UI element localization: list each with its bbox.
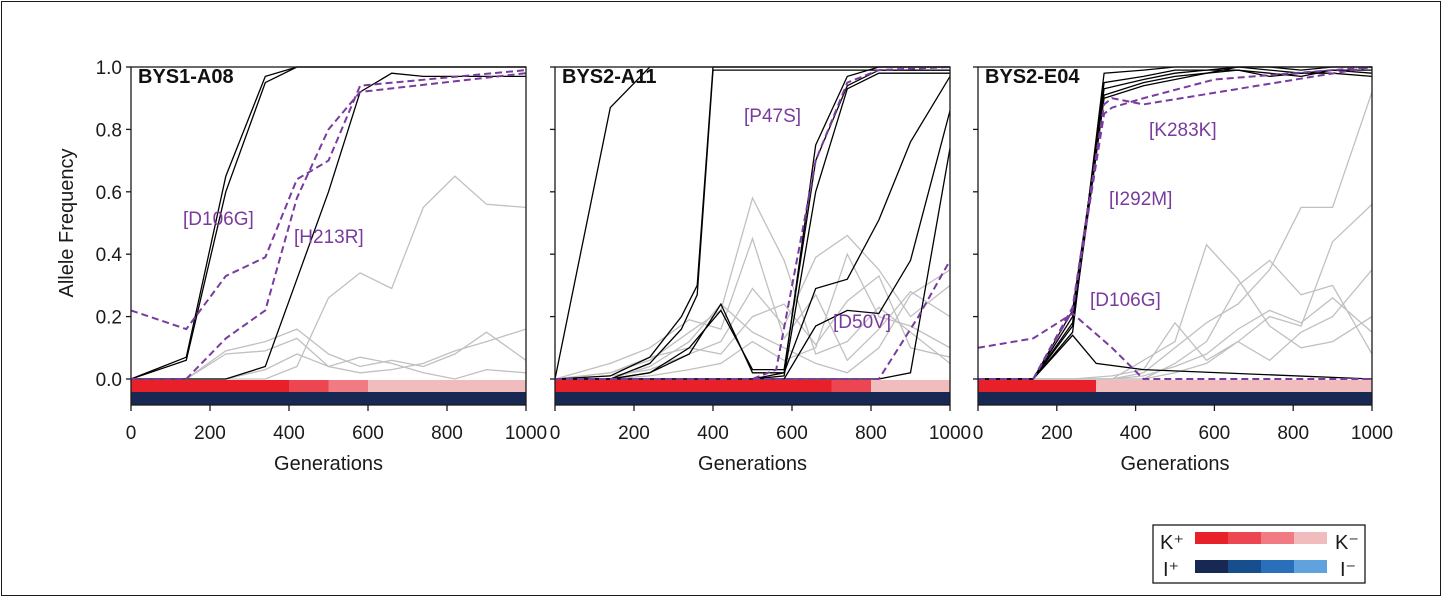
- fixed-trajectory: [978, 66, 1372, 380]
- x-tick-label: 0: [550, 423, 561, 444]
- highlighted-trajectory: [978, 312, 1372, 380]
- legend-k-plus: K⁺: [1160, 532, 1184, 554]
- fixed-trajectory: [555, 69, 950, 380]
- chart-panel-3: 0 200 400 600 800 1000 Generations BYS2-E04 [K28…: [973, 66, 1393, 475]
- i-environment-segment: [555, 392, 950, 405]
- x-tick-label: 0: [126, 423, 137, 444]
- highlighted-trajectory: [555, 259, 950, 380]
- x-tick-label: 600: [352, 423, 384, 444]
- y-axis-label: Allele Frequency: [56, 149, 78, 298]
- k-environment-segment: [1096, 380, 1372, 392]
- x-tick-label: 200: [618, 423, 650, 444]
- highlighted-trajectory: [978, 66, 1372, 380]
- mutation-label: [K283K]: [1149, 120, 1217, 141]
- k-environment-segment: [131, 380, 289, 392]
- k-environment-segment: [871, 380, 950, 392]
- k-environment-segment: [328, 380, 368, 392]
- y-tick-label: 0.6: [96, 183, 122, 204]
- highlighted-trajectory: [978, 66, 1372, 380]
- fixed-trajectory: [978, 69, 1372, 380]
- panel-title: BYS2-A11: [562, 66, 657, 88]
- k-environment-segment: [289, 380, 329, 392]
- mutation-label: [P47S]: [744, 106, 801, 127]
- background-trajectory: [555, 252, 950, 380]
- x-axis-label: Generations: [698, 453, 807, 475]
- y-tick-label: 0.0: [96, 370, 122, 391]
- y-tick-label: 0.2: [96, 308, 122, 329]
- background-trajectory: [978, 269, 1372, 380]
- x-tick-label: 400: [273, 423, 305, 444]
- background-trajectory: [131, 328, 526, 380]
- background-trajectory: [555, 236, 950, 380]
- legend-i-swatch: [1228, 560, 1261, 573]
- mutation-label: [D106G]: [183, 209, 254, 230]
- legend-k-swatch: [1294, 532, 1327, 544]
- legend-k-swatch: [1261, 532, 1294, 544]
- y-tick-label: 0.8: [96, 120, 122, 141]
- background-trajectory: [131, 328, 526, 380]
- x-tick-label: 400: [1120, 423, 1152, 444]
- fixed-trajectory: [131, 72, 526, 380]
- fixed-trajectory: [978, 66, 1372, 380]
- fixed-trajectory: [978, 69, 1372, 380]
- highlighted-trajectory: [131, 69, 526, 331]
- i-environment-segment: [131, 392, 526, 405]
- x-tick-label: 1000: [1351, 423, 1393, 444]
- fixed-trajectory: [555, 147, 950, 380]
- legend: K⁺ K⁻ I⁺ I⁻: [1152, 524, 1366, 584]
- mutation-label: [D50V]: [833, 312, 891, 333]
- chart-panel-1: 0.0 0.2 0.4 0.6 0.8 1.0 0 200 400 600 800 1000 Gener…: [56, 58, 547, 475]
- background-trajectory: [555, 234, 950, 380]
- legend-i-swatch: [1294, 560, 1327, 573]
- mutation-label: [H213R]: [294, 227, 364, 248]
- x-tick-label: 1000: [505, 423, 547, 444]
- background-trajectory: [131, 175, 526, 380]
- x-tick-label: 400: [697, 423, 729, 444]
- x-tick-label: 200: [194, 423, 226, 444]
- x-tick-label: 800: [1277, 423, 1309, 444]
- k-environment-segment: [555, 380, 832, 392]
- legend-k-swatch: [1228, 532, 1261, 544]
- x-tick-label: 800: [431, 423, 463, 444]
- legend-i-swatch: [1195, 560, 1228, 573]
- x-tick-label: 600: [776, 423, 808, 444]
- k-environment-segment: [368, 380, 526, 392]
- fixed-trajectory: [978, 66, 1372, 380]
- k-environment-segment: [978, 380, 1097, 392]
- legend-i-plus: I⁺: [1163, 559, 1179, 581]
- k-environment-segment: [831, 380, 871, 392]
- background-trajectory: [978, 203, 1372, 380]
- legend-k-minus: K⁻: [1335, 532, 1359, 554]
- x-tick-label: 200: [1041, 423, 1073, 444]
- fixed-trajectory: [555, 110, 950, 380]
- mutation-label: [I292M]: [1109, 189, 1172, 210]
- i-environment-segment: [978, 392, 1372, 405]
- panel-title: BYS1-A08: [138, 66, 234, 88]
- axes-frame: [130, 66, 527, 406]
- background-trajectory: [978, 243, 1372, 380]
- series-group: [978, 66, 1372, 380]
- background-trajectory: [978, 259, 1372, 380]
- x-axis-label: Generations: [1121, 453, 1230, 475]
- chart-panel-2: 0 200 400 600 800 1000 Generations BYS2-A11 [P47…: [550, 66, 971, 475]
- y-tick-label: 1.0: [96, 58, 122, 79]
- axes-frame: [554, 66, 951, 406]
- legend-k-swatch: [1195, 532, 1228, 544]
- axes-frame: [977, 66, 1373, 406]
- panel-title: BYS2-E04: [985, 66, 1080, 88]
- x-axis-label: Generations: [274, 453, 383, 475]
- background-trajectory: [555, 269, 950, 380]
- x-tick-label: 800: [855, 423, 887, 444]
- y-tick-label: 0.4: [96, 245, 123, 266]
- background-trajectory: [555, 196, 950, 380]
- x-tick-label: 0: [973, 423, 984, 444]
- background-trajectory: [978, 297, 1372, 380]
- legend-i-swatch: [1261, 560, 1294, 573]
- x-tick-label: 600: [1199, 423, 1231, 444]
- x-tick-label: 1000: [929, 423, 971, 444]
- mutation-label: [D106G]: [1090, 290, 1161, 311]
- legend-i-minus: I⁻: [1340, 559, 1356, 581]
